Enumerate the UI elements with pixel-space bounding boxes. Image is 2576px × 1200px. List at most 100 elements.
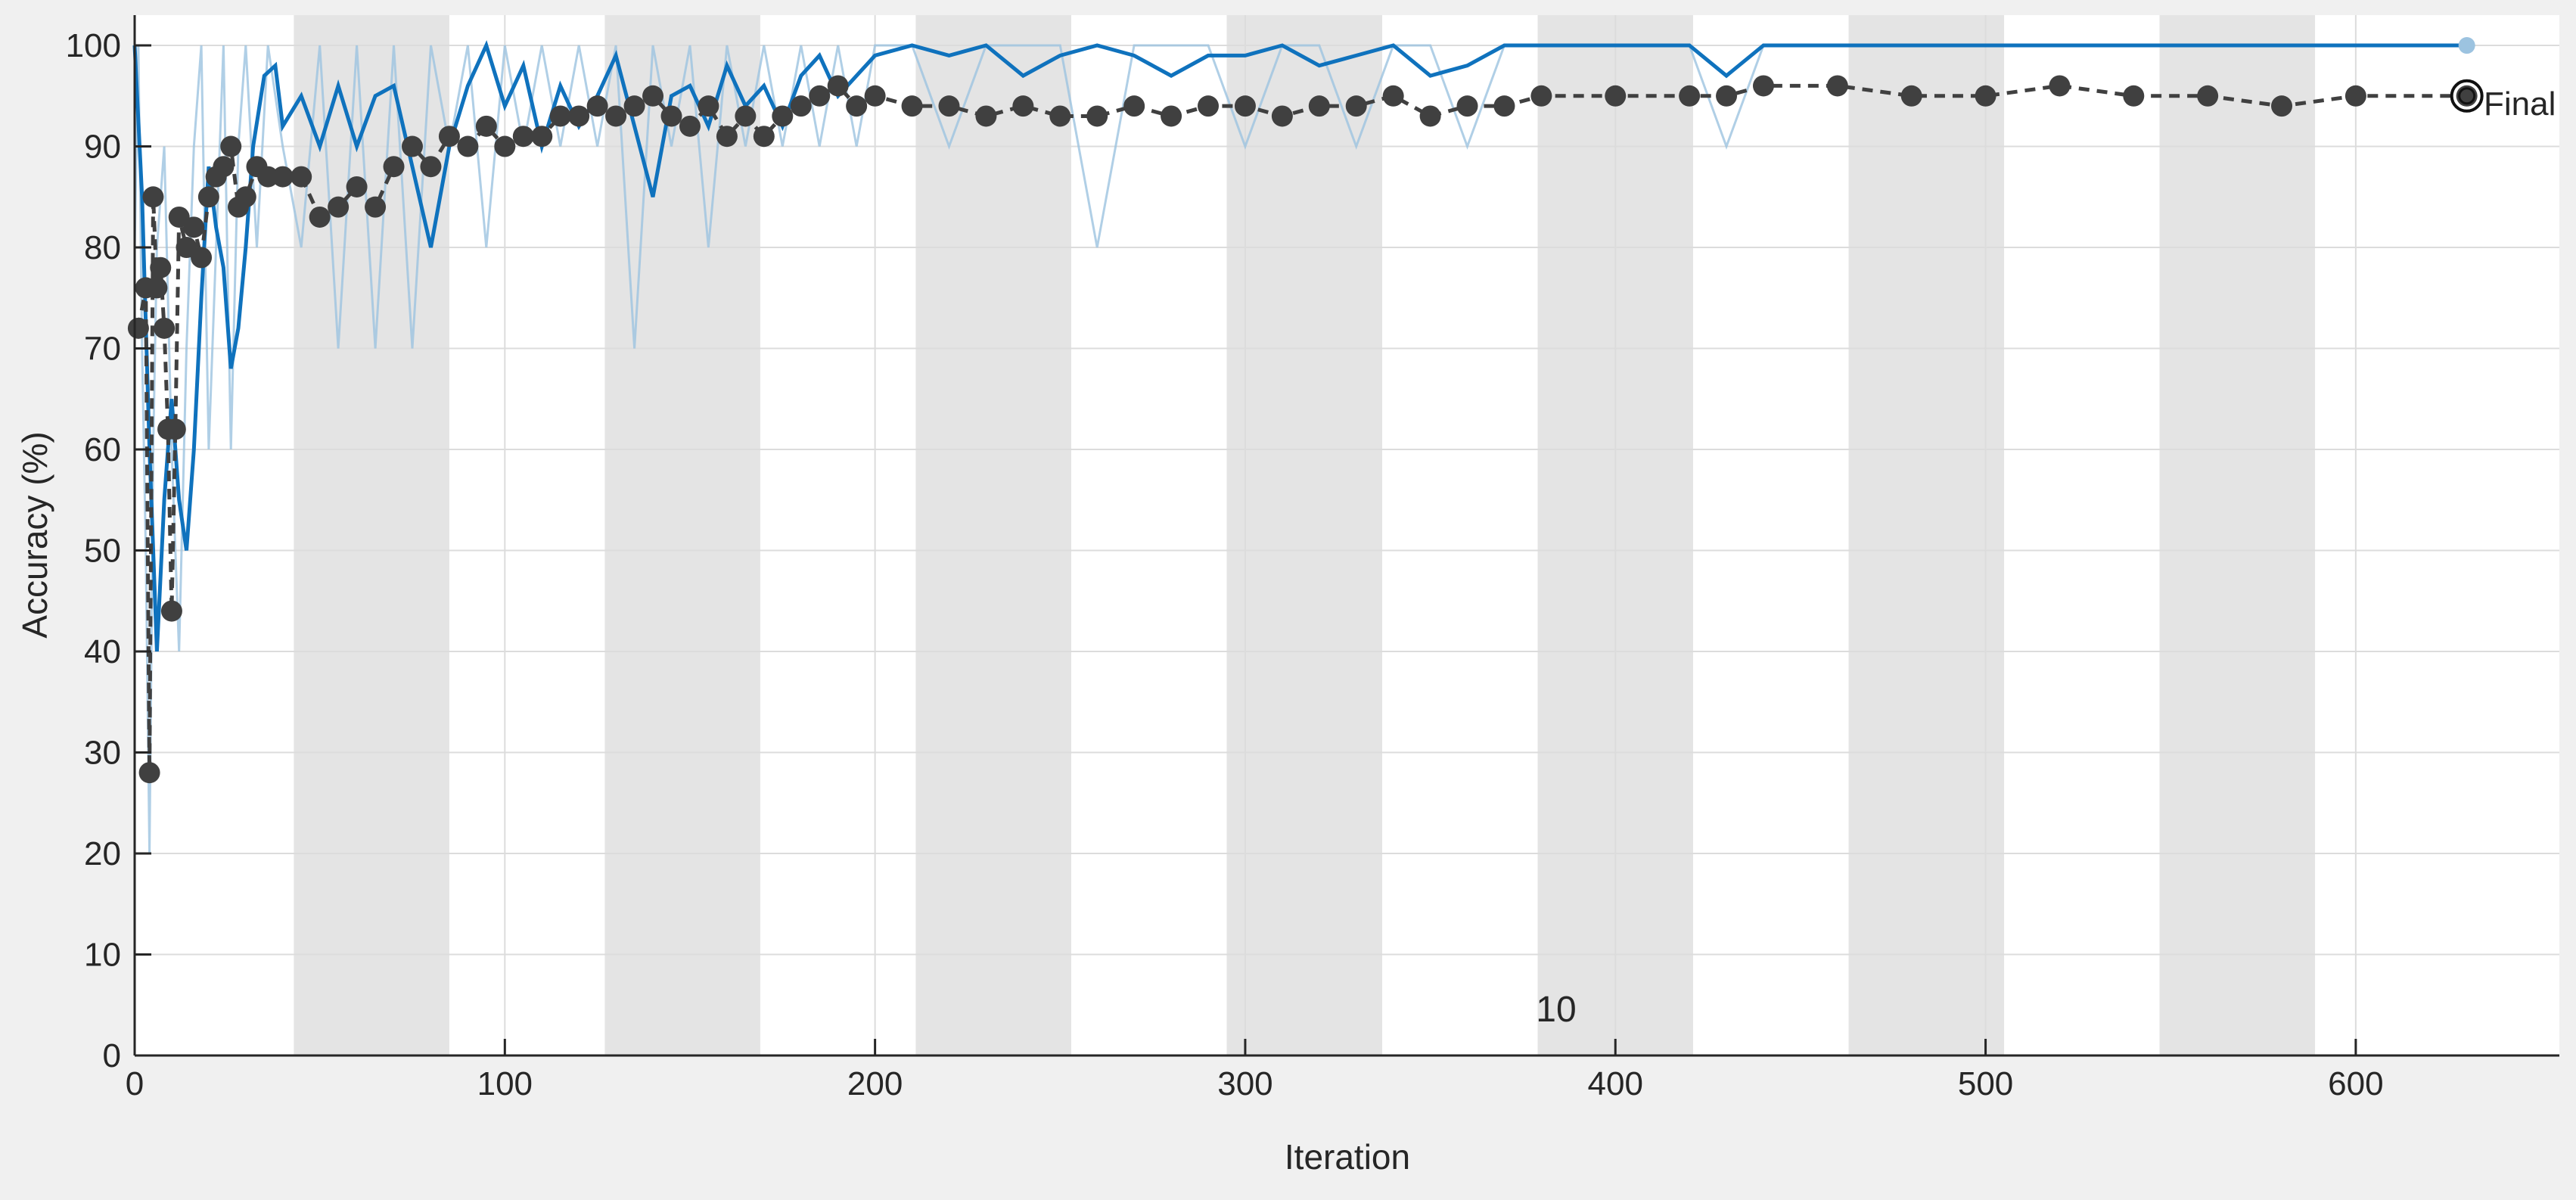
validation-point — [309, 206, 331, 228]
validation-point — [827, 75, 849, 97]
validation-point — [531, 126, 553, 148]
validation-point — [257, 166, 279, 188]
validation-point — [154, 317, 176, 339]
y-tick-label: 80 — [84, 229, 121, 266]
validation-point — [1308, 95, 1330, 117]
validation-point — [1086, 105, 1108, 127]
validation-point — [235, 186, 256, 208]
epoch-marker-label: 10 — [1536, 990, 1576, 1030]
validation-point — [272, 166, 294, 188]
validation-series — [127, 75, 2484, 784]
validation-point — [698, 95, 719, 117]
validation-point — [1198, 95, 1220, 117]
validation-point — [512, 126, 534, 148]
x-axis-label: Iteration — [1285, 1137, 1410, 1177]
validation-point — [1493, 95, 1515, 117]
validation-point — [1456, 95, 1478, 117]
y-tick-label: 40 — [84, 633, 121, 670]
validation-point — [127, 317, 149, 339]
y-tick-label: 70 — [84, 331, 121, 368]
validation-point — [383, 156, 405, 178]
validation-point — [160, 600, 182, 622]
validation-point — [328, 196, 350, 218]
y-tick-label: 0 — [103, 1037, 121, 1074]
y-tick-label: 20 — [84, 835, 121, 872]
validation-point — [138, 762, 160, 784]
validation-point — [1975, 85, 1996, 107]
validation-point — [150, 256, 172, 278]
validation-point — [1419, 105, 1441, 127]
axes — [133, 15, 2559, 1057]
validation-point — [1826, 75, 1848, 97]
validation-point — [642, 85, 664, 107]
validation-point — [975, 105, 997, 127]
validation-point — [213, 156, 235, 178]
validation-point — [809, 85, 831, 107]
validation-point — [586, 95, 608, 117]
final-marker-inner — [2458, 87, 2476, 105]
y-tick-label: 10 — [84, 937, 121, 974]
tick-labels: 0 100 200 300 400 500 600 0 10 20 30 40 50 60 70 80 90 10… — [66, 27, 2384, 1102]
validation-point — [1161, 105, 1182, 127]
training-end-point — [2458, 37, 2475, 54]
validation-point — [901, 95, 923, 117]
validation-point — [753, 126, 775, 148]
validation-point — [772, 105, 794, 127]
epoch-band — [604, 15, 760, 1055]
validation-point — [1716, 85, 1738, 107]
y-tick-label: 50 — [84, 533, 121, 570]
validation-point — [660, 105, 682, 127]
epoch-band — [1848, 15, 2005, 1055]
validation-point — [1234, 95, 1256, 117]
validation-point — [2123, 85, 2145, 107]
validation-point — [2049, 75, 2071, 97]
validation-point — [1530, 85, 1552, 107]
validation-point — [475, 115, 497, 137]
y-tick-label: 60 — [84, 431, 121, 468]
raw-training-series — [133, 44, 2467, 854]
validation-point — [457, 135, 479, 157]
raw-training-line — [133, 44, 2467, 854]
x-tick-label: 300 — [1217, 1065, 1272, 1102]
validation-point — [1345, 95, 1367, 117]
final-label: Final — [2484, 85, 2556, 123]
validation-point — [1049, 105, 1071, 127]
x-tick-label: 0 — [126, 1065, 144, 1102]
validation-point — [1605, 85, 1627, 107]
validation-point — [568, 105, 590, 127]
validation-point — [197, 186, 219, 208]
validation-point — [2271, 95, 2293, 117]
y-axis-label: Accuracy (%) — [15, 431, 54, 638]
validation-point — [605, 105, 627, 127]
validation-point — [183, 216, 205, 238]
validation-point — [420, 156, 442, 178]
x-tick-label: 200 — [847, 1065, 903, 1102]
x-tick-label: 500 — [1958, 1065, 2013, 1102]
validation-point — [735, 105, 757, 127]
epoch-band — [915, 15, 1071, 1055]
validation-point — [1382, 85, 1404, 107]
validation-point — [438, 126, 460, 148]
epoch-band — [294, 15, 449, 1055]
y-tick-label: 90 — [84, 129, 121, 166]
validation-line — [136, 83, 2467, 773]
validation-point — [220, 135, 242, 157]
x-tick-label: 100 — [477, 1065, 533, 1102]
validation-point — [291, 166, 312, 188]
epoch-band — [2159, 15, 2316, 1055]
validation-point — [2197, 85, 2219, 107]
validation-point — [549, 105, 571, 127]
validation-point — [365, 196, 387, 218]
validation-point — [164, 418, 186, 440]
validation-point — [2345, 85, 2366, 107]
smoothed-training-line — [132, 39, 2467, 652]
smoothed-training-series — [132, 37, 2475, 652]
validation-point — [623, 95, 645, 117]
final-marker-ring — [2450, 79, 2484, 113]
validation-point — [846, 95, 868, 117]
validation-point — [1012, 95, 1034, 117]
validation-point — [142, 186, 164, 208]
validation-point — [146, 277, 168, 299]
y-tick-label: 100 — [66, 27, 121, 64]
validation-point — [494, 135, 516, 157]
